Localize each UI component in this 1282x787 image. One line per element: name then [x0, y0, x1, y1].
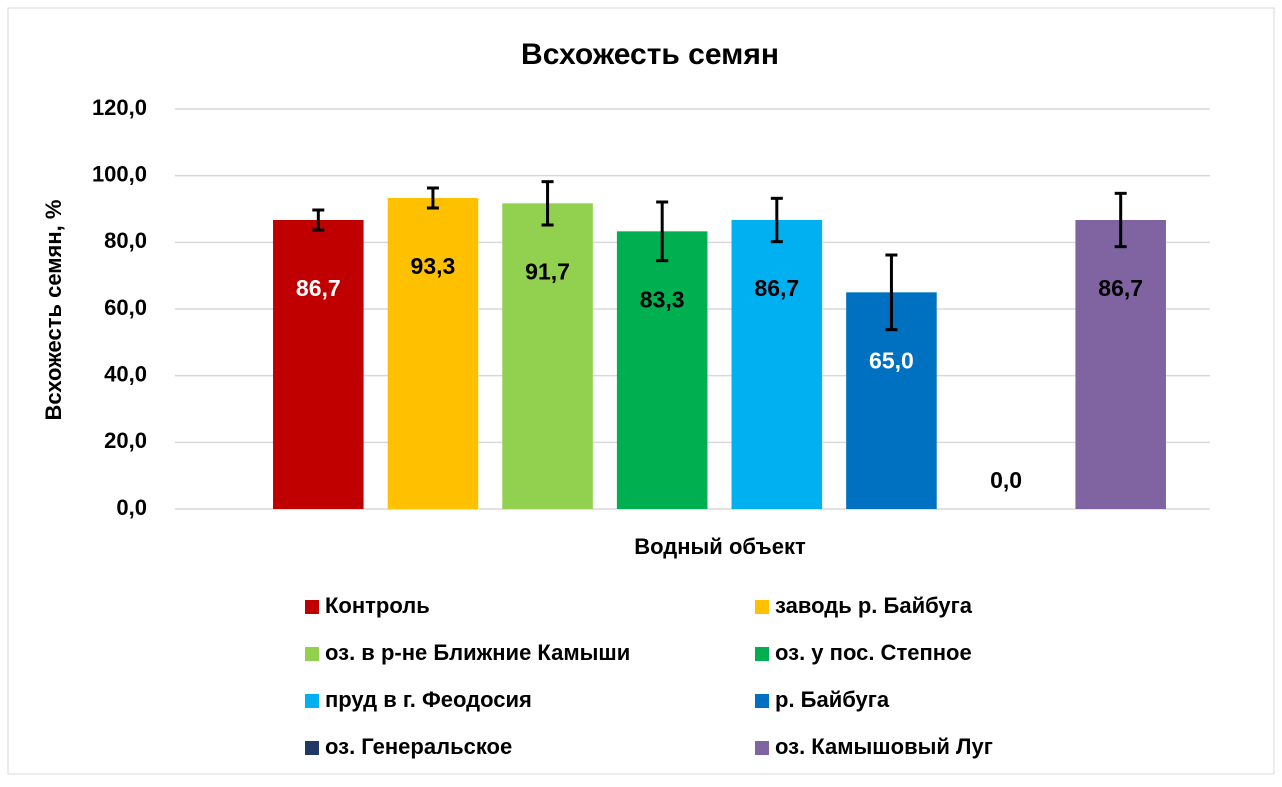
- data-label: 86,7: [754, 275, 799, 301]
- legend-label: оз. Генеральское: [325, 734, 512, 759]
- bar: [616, 231, 708, 510]
- legend-label: пруд в г. Феодосия: [325, 687, 532, 712]
- legend-swatch: [305, 647, 319, 661]
- legend-swatch: [305, 600, 319, 614]
- bar: [387, 198, 479, 509]
- legend-label: Контроль: [325, 593, 430, 618]
- y-tick-label: 120,0: [92, 95, 147, 120]
- bar: [1075, 220, 1166, 509]
- y-tick-label: 20,0: [104, 428, 147, 453]
- legend-swatch: [755, 647, 769, 661]
- y-tick-label: 0,0: [116, 495, 147, 520]
- y-tick-label: 60,0: [104, 295, 147, 320]
- data-label: 65,0: [869, 347, 914, 373]
- legend-swatch: [755, 694, 769, 708]
- legend-label: заводь р. Байбуга: [775, 593, 973, 618]
- data-label: 93,3: [411, 253, 456, 279]
- legend-swatch: [305, 694, 319, 708]
- data-label: 0,0: [990, 467, 1022, 493]
- bar: [273, 220, 364, 509]
- legend-label: оз. в р-не Ближние Камыши: [325, 640, 630, 665]
- data-label: 86,7: [296, 275, 341, 301]
- data-label: 91,7: [525, 258, 570, 284]
- y-tick-label: 80,0: [104, 228, 147, 253]
- legend-label: оз. Камышовый Луг: [775, 734, 993, 759]
- bar: [502, 203, 593, 510]
- chart-title: Всхожесть семян: [521, 38, 779, 71]
- y-tick-label: 100,0: [92, 161, 147, 186]
- legend-swatch: [755, 600, 769, 614]
- data-label: 83,3: [640, 286, 685, 312]
- legend-label: оз. у пос. Степное: [775, 640, 972, 665]
- data-label: 86,7: [1098, 275, 1143, 301]
- x-axis-title: Водный объект: [634, 534, 806, 559]
- y-tick-label: 40,0: [104, 361, 147, 386]
- legend-swatch: [755, 741, 769, 755]
- legend-label: р. Байбуга: [775, 687, 890, 712]
- y-axis-title: Всхожесть семян, %: [41, 200, 66, 421]
- bar: [731, 220, 823, 509]
- legend-swatch: [305, 741, 319, 755]
